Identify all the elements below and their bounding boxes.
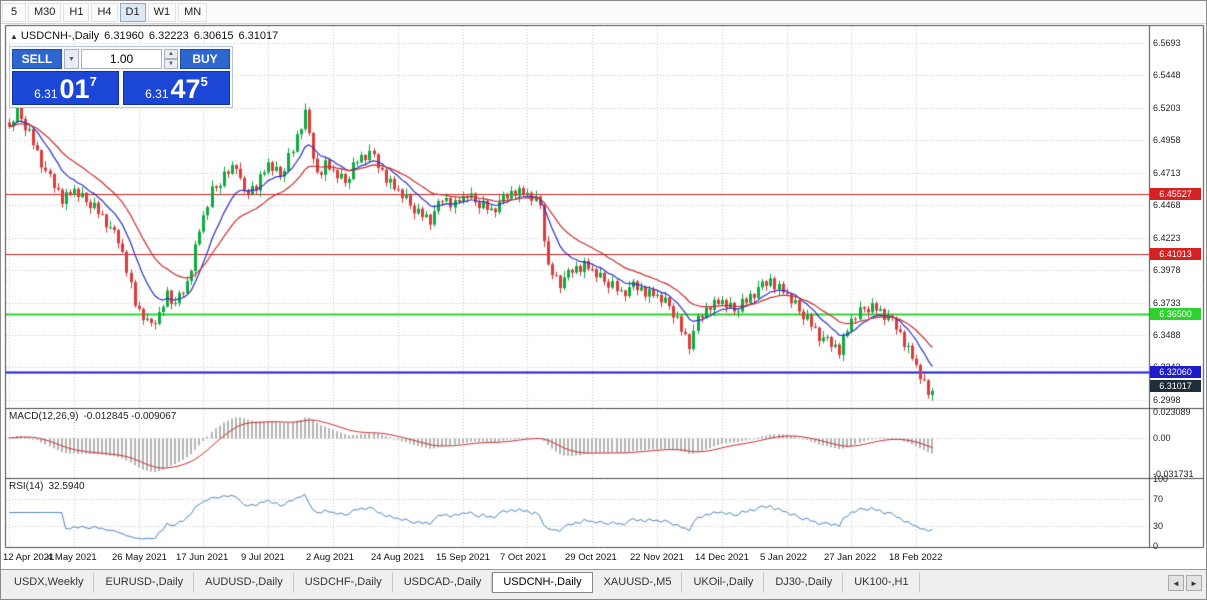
tabs-scroll-right-button[interactable]: ► — [1186, 575, 1202, 591]
buy-price-display[interactable]: 6.31 47 5 — [123, 71, 230, 105]
chart-tab-audusd-daily[interactable]: AUDUSD-,Daily — [194, 572, 294, 593]
period-button-mn[interactable]: MN — [178, 2, 208, 22]
buy-price-prefix: 6.31 — [145, 87, 169, 101]
period-button-h4[interactable]: H4 — [91, 2, 118, 22]
sell-price-pip-digit: 7 — [89, 74, 97, 89]
collapse-arrow-icon[interactable]: ▲ — [10, 32, 18, 41]
volume-stepper: ▲ ▼ — [164, 49, 178, 69]
ohlc-high: 6.32223 — [148, 30, 189, 42]
hline-price-label[interactable]: 6.32060 — [1150, 366, 1201, 378]
current-price-label: 6.31017 — [1150, 380, 1201, 392]
chart-tab-usdcad-daily[interactable]: USDCAD-,Daily — [393, 572, 493, 593]
rsi-name: RSI(14) — [9, 481, 44, 492]
chart-tab-dj30-daily[interactable]: DJ30-,Daily — [764, 572, 844, 593]
tabs-scroll-left-button[interactable]: ◄ — [1168, 575, 1184, 591]
macd-values: -0.012845 -0.009067 — [83, 411, 177, 422]
macd-indicator-label: MACD(12,26,9) -0.012845 -0.009067 — [9, 411, 176, 422]
volume-input[interactable] — [81, 49, 162, 69]
rsi-value: 32.5940 — [48, 481, 85, 492]
volume-dropdown-button[interactable]: ▼ — [64, 49, 79, 69]
rsi-indicator-label: RSI(14) 32.5940 — [9, 481, 85, 492]
period-button-h1[interactable]: H1 — [63, 2, 90, 22]
macd-name: MACD(12,26,9) — [9, 411, 79, 422]
timeframe-toolbar: 5 M30 H1 H4 D1 W1 MN — [1, 1, 1206, 24]
ohlc-low: 6.30615 — [193, 30, 234, 42]
chart-tab-ukoil-daily[interactable]: UKOil-,Daily — [682, 572, 765, 593]
period-button-w1[interactable]: W1 — [147, 2, 177, 22]
sell-price-big-digits: 01 — [59, 74, 90, 104]
chart-title: USDCNH-,Daily — [20, 30, 100, 42]
hline-price-label[interactable]: 6.36500 — [1150, 308, 1201, 320]
period-button-m30[interactable]: M30 — [28, 2, 62, 22]
period-button-d1[interactable]: D1 — [119, 2, 146, 22]
sell-price-prefix: 6.31 — [34, 87, 58, 101]
sell-button[interactable]: SELL — [12, 49, 62, 69]
buy-button[interactable]: BUY — [180, 49, 230, 69]
ohlc-open: 6.31960 — [104, 30, 144, 42]
hline-price-label[interactable]: 6.41013 — [1150, 248, 1201, 260]
chart-tab-usdx-weekly[interactable]: USDX,Weekly — [3, 572, 95, 593]
hline-price-label[interactable]: 6.45527 — [1150, 188, 1201, 200]
trade-prices-row: 6.31 01 7 6.31 47 5 — [12, 71, 230, 105]
trade-controls-row: SELL ▼ ▲ ▼ BUY — [12, 49, 230, 69]
chart-tab-eurusd-daily[interactable]: EURUSD-,Daily — [94, 572, 195, 593]
volume-up-button[interactable]: ▲ — [164, 49, 178, 59]
volume-down-button[interactable]: ▼ — [164, 59, 178, 69]
chart-tab-uk100-h1[interactable]: UK100-,H1 — [843, 572, 920, 593]
tab-scroll-arrows: ◄ ► — [1168, 572, 1202, 591]
chart-tabs: USDX,Weekly EURUSD-,Daily AUDUSD-,Daily USD… — [3, 572, 920, 593]
sell-price-display[interactable]: 6.31 01 7 — [12, 71, 119, 105]
chart-tabs-bar: USDX,Weekly EURUSD-,Daily AUDUSD-,Daily USD… — [1, 569, 1206, 599]
ohlc-close: 6.31017 — [238, 30, 279, 42]
buy-price-big-digits: 47 — [170, 74, 201, 104]
buy-price-pip-digit: 5 — [200, 74, 208, 89]
chart-tab-usdcnh-daily[interactable]: USDCNH-,Daily — [492, 572, 593, 593]
chart-header: ▲ USDCNH-,Daily 6.31960 6.32223 6.30615 6.310… — [10, 30, 278, 42]
period-button-5[interactable]: 5 — [2, 2, 26, 22]
chart-tab-xauusd-m5[interactable]: XAUUSD-,M5 — [593, 572, 683, 593]
chart-tab-usdchf-daily[interactable]: USDCHF-,Daily — [294, 572, 393, 593]
